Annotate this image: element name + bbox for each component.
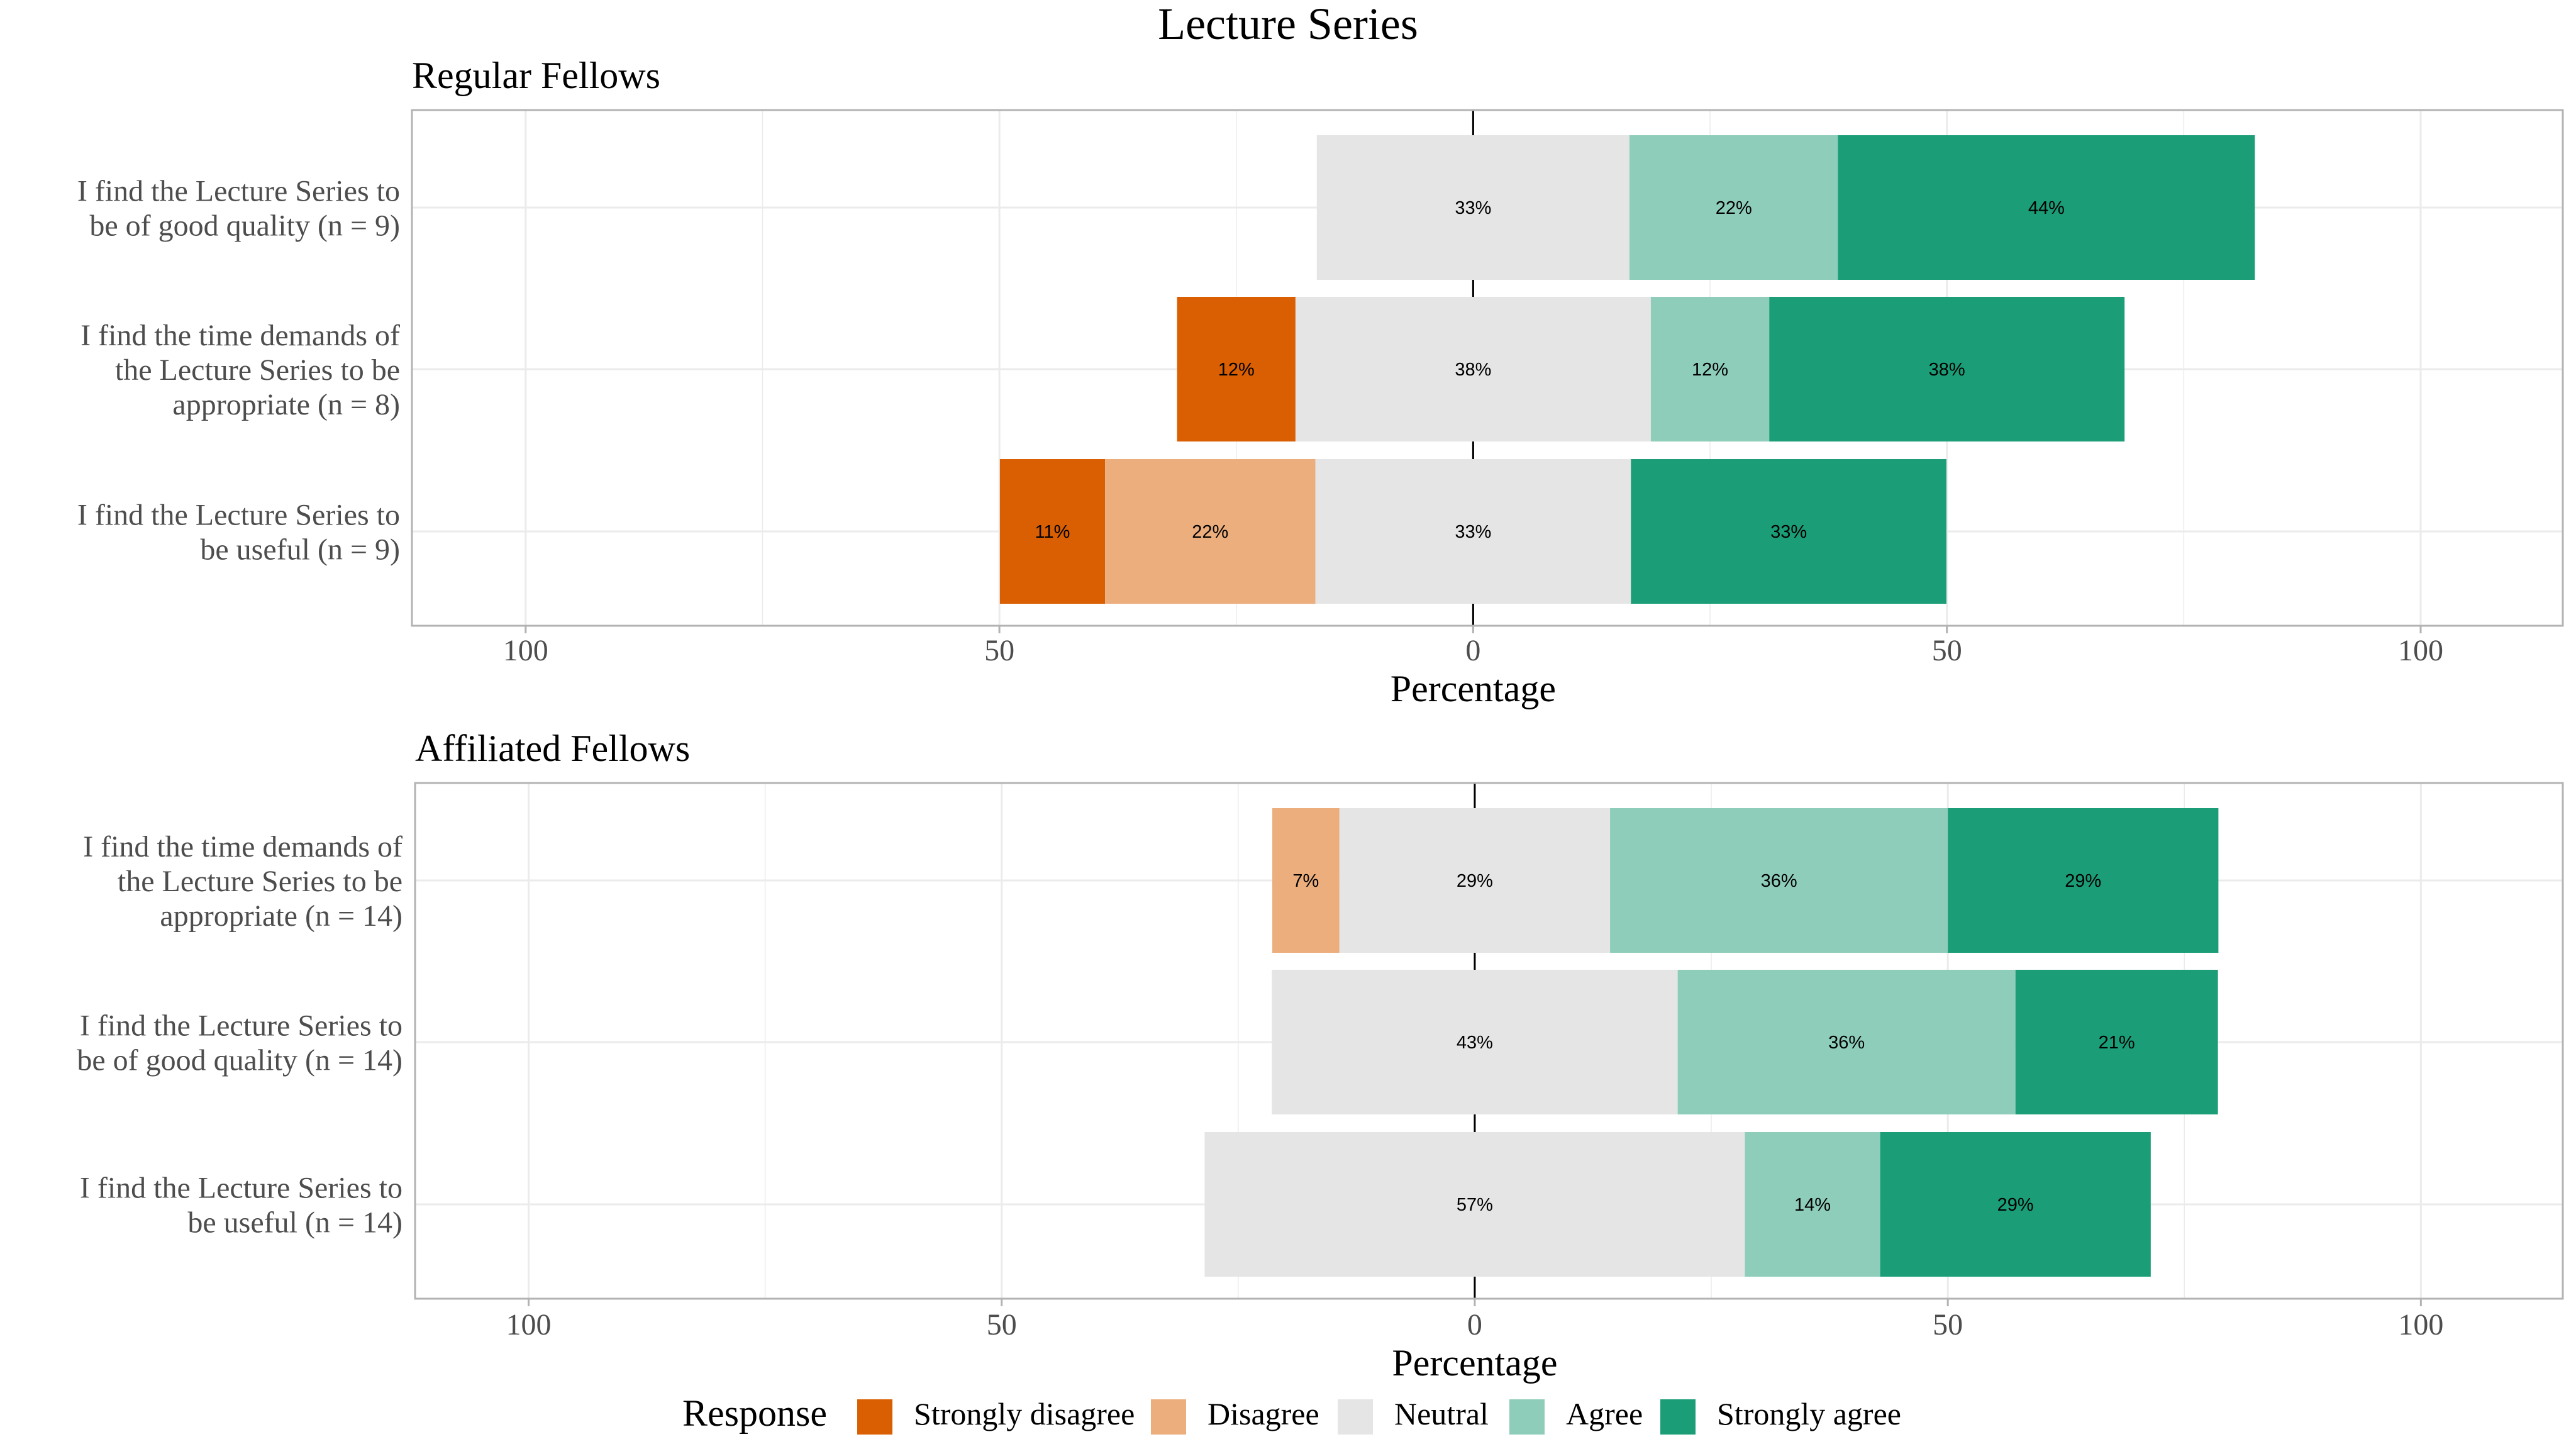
panel-regular-fellows: Regular Fellows 33% 22% 44% I find the Lectu… bbox=[77, 55, 2564, 709]
data-label: 57% bbox=[1457, 1195, 1493, 1215]
bar-disagree bbox=[1105, 459, 1316, 604]
panel-affiliated-fellows: Affiliated Fellows 7% 29% 36% 29% I find the … bbox=[77, 728, 2564, 1384]
bar-neutral bbox=[1272, 970, 1678, 1114]
data-label: 22% bbox=[1192, 522, 1228, 542]
panel-subtitle: Affiliated Fellows bbox=[415, 728, 690, 769]
bar-neutral bbox=[1316, 135, 1629, 280]
x-tick-label: 0 bbox=[1467, 1308, 1482, 1341]
x-tick-label: 50 bbox=[1933, 1308, 1963, 1341]
bar-strongly-agree bbox=[1838, 135, 2255, 280]
legend-swatch-strongly-disagree bbox=[857, 1399, 892, 1435]
data-label: 33% bbox=[1455, 198, 1491, 218]
bar-strongly-disagree bbox=[1177, 297, 1296, 441]
bar-neutral bbox=[1295, 297, 1651, 441]
data-label: 22% bbox=[1716, 198, 1752, 218]
bar-strongly-agree bbox=[1631, 459, 1946, 604]
legend-label: Agree bbox=[1566, 1396, 1643, 1431]
bar-agree bbox=[1745, 1132, 1880, 1277]
legend: Response Strongly disagree Disagree Neutral… bbox=[682, 1392, 1901, 1435]
bar-agree bbox=[1629, 135, 1838, 280]
panel-border bbox=[411, 109, 2564, 627]
x-tick-label: 50 bbox=[984, 634, 1014, 667]
data-label: 36% bbox=[1761, 871, 1797, 891]
x-axis-label: Percentage bbox=[1391, 668, 1556, 709]
data-label: 21% bbox=[2099, 1033, 2135, 1053]
bar-disagree bbox=[1272, 808, 1340, 953]
x-tick-label: 100 bbox=[2398, 1308, 2443, 1341]
panel-subtitle: Regular Fellows bbox=[412, 55, 660, 96]
bar-agree bbox=[1610, 808, 1948, 953]
data-label: 36% bbox=[1828, 1033, 1865, 1053]
legend-swatch-neutral bbox=[1338, 1399, 1373, 1435]
data-label: 38% bbox=[1929, 360, 1965, 380]
data-label: 14% bbox=[1794, 1195, 1831, 1215]
bar-strongly-agree bbox=[1880, 1132, 2151, 1277]
bar-agree bbox=[1677, 970, 2016, 1114]
legend-swatch-disagree bbox=[1151, 1399, 1186, 1435]
chart-title: Lecture Series bbox=[1158, 0, 1418, 49]
data-label: 33% bbox=[1770, 522, 1807, 542]
category-label: I find the Lecture Series to be useful (n… bbox=[77, 499, 400, 567]
x-tick-label: 50 bbox=[987, 1308, 1017, 1341]
category-label: I find the time demands of the Lecture Se… bbox=[80, 319, 400, 421]
bar-neutral bbox=[1315, 459, 1631, 604]
bar-neutral bbox=[1339, 808, 1611, 953]
bar-strongly-agree bbox=[2015, 970, 2218, 1114]
bar-agree bbox=[1650, 297, 1770, 441]
legend-title: Response bbox=[682, 1392, 827, 1434]
data-label: 12% bbox=[1218, 360, 1255, 380]
legend-swatch-agree bbox=[1509, 1399, 1545, 1435]
bar-neutral bbox=[1204, 1132, 1745, 1277]
category-label: I find the Lecture Series to be useful (n… bbox=[80, 1172, 402, 1240]
panel-border bbox=[414, 782, 2564, 1300]
x-tick-label: 100 bbox=[503, 634, 548, 667]
legend-label: Neutral bbox=[1394, 1396, 1489, 1431]
data-label: 29% bbox=[1997, 1195, 2034, 1215]
bar-strongly-agree bbox=[1769, 297, 2125, 441]
legend-label: Disagree bbox=[1208, 1396, 1319, 1431]
x-tick-label: 50 bbox=[1932, 634, 1962, 667]
legend-label: Strongly agree bbox=[1717, 1396, 1901, 1431]
legend-label: Strongly disagree bbox=[914, 1396, 1135, 1431]
category-label: I find the Lecture Series to be of good q… bbox=[77, 175, 400, 243]
legend-swatch-strongly-agree bbox=[1660, 1399, 1696, 1435]
bar-strongly-agree bbox=[1948, 808, 2219, 953]
data-label: 7% bbox=[1292, 871, 1319, 891]
data-label: 29% bbox=[2065, 871, 2101, 891]
data-label: 38% bbox=[1455, 360, 1491, 380]
category-label: I find the Lecture Series to be of good q… bbox=[77, 1009, 402, 1077]
x-tick-label: 0 bbox=[1465, 634, 1480, 667]
data-label: 29% bbox=[1457, 871, 1493, 891]
x-tick-label: 100 bbox=[2398, 634, 2443, 667]
data-label: 43% bbox=[1457, 1033, 1493, 1053]
data-label: 44% bbox=[2028, 198, 2065, 218]
x-tick-label: 100 bbox=[506, 1308, 552, 1341]
category-label: I find the time demands of the Lecture Se… bbox=[83, 830, 402, 933]
data-label: 12% bbox=[1692, 360, 1728, 380]
data-label: 33% bbox=[1455, 522, 1491, 542]
data-label: 11% bbox=[1035, 522, 1070, 542]
x-axis-label: Percentage bbox=[1392, 1342, 1557, 1384]
bar-strongly-disagree bbox=[999, 459, 1106, 604]
